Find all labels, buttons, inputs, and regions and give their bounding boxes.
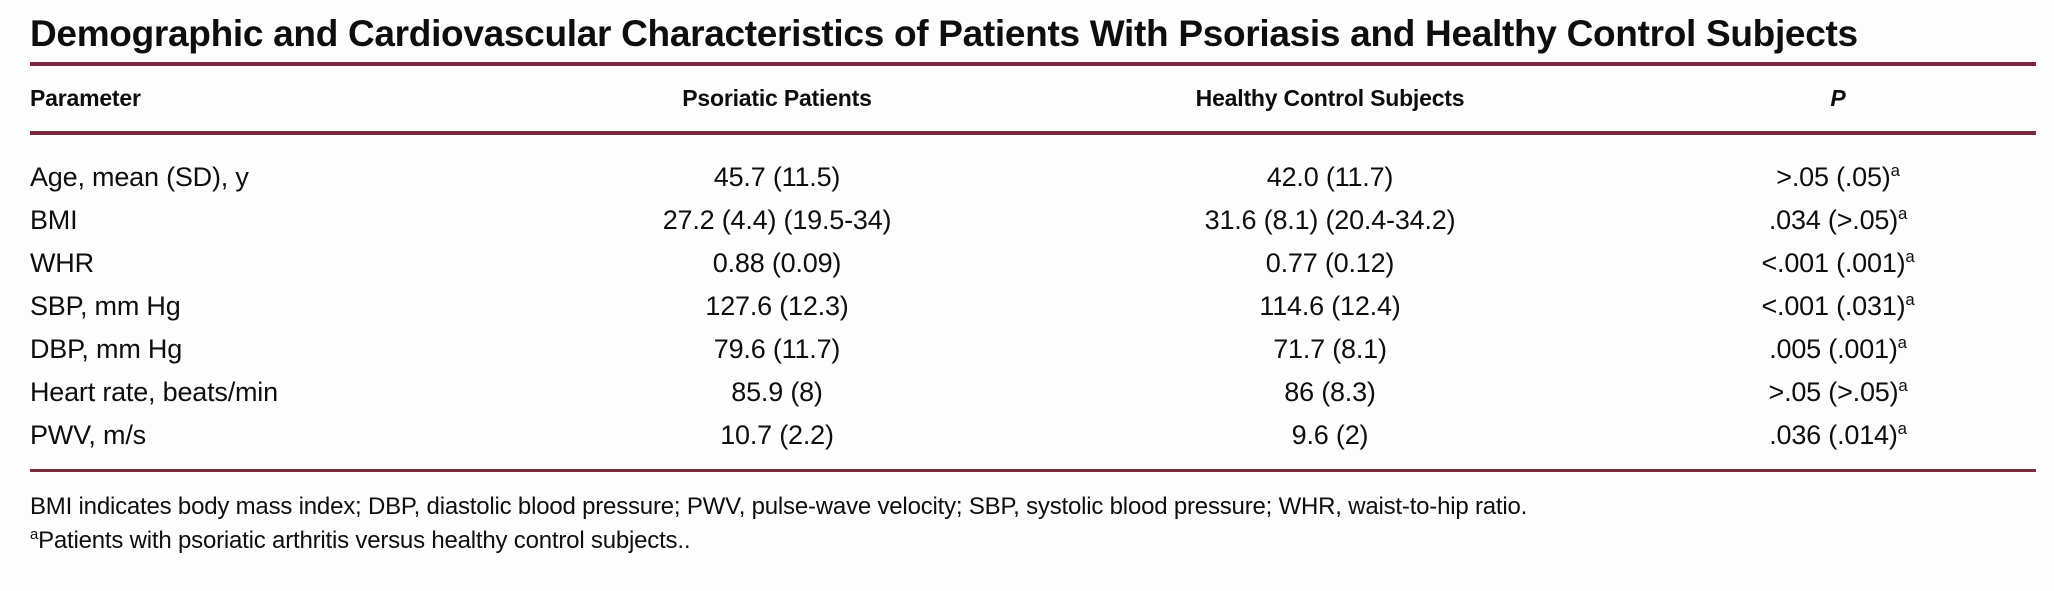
cell-psoriatic: 127.6 (12.3) xyxy=(705,291,849,321)
column-header-healthy-control-subjects: Healthy Control Subjects xyxy=(1020,62,1640,135)
table-row: Heart rate, beats/min 85.9 (8) 86 (8.3) … xyxy=(30,371,2036,414)
cell-parameter: WHR xyxy=(30,248,94,278)
cell-p-value: >.05 (.05)a xyxy=(1640,133,2036,199)
cell-parameter: BMI xyxy=(30,205,78,235)
cell-psoriatic: 45.7 (11.5) xyxy=(713,162,841,192)
table-row: Age, mean (SD), y 45.7 (11.5) 42.0 (11.7… xyxy=(30,133,2036,199)
p-value-text: .034 (>.05) xyxy=(1768,205,1899,235)
footnote-marker: a xyxy=(1890,161,1900,180)
footnote-marker: a xyxy=(1898,204,1908,223)
cell-psoriatic: 27.2 (4.4) (19.5-34) xyxy=(662,205,892,235)
p-value-text: <.001 (.001) xyxy=(1761,248,1906,278)
statistical-note: aPatients with psoriatic arthritis versu… xyxy=(30,524,2036,558)
table-body: Age, mean (SD), y 45.7 (11.5) 42.0 (11.7… xyxy=(30,133,2036,472)
table-row: SBP, mm Hg 127.6 (12.3) 114.6 (12.4) <.0… xyxy=(30,285,2036,328)
cell-parameter: Age, mean (SD), y xyxy=(30,162,249,192)
p-value-text: >.05 (>.05) xyxy=(1768,377,1899,407)
p-value-text: .005 (.001) xyxy=(1769,334,1898,364)
cell-parameter: PWV, m/s xyxy=(30,414,534,472)
table-title: Demographic and Cardiovascular Character… xyxy=(30,13,1858,54)
table-footnotes: BMI indicates body mass index; DBP, dias… xyxy=(30,490,2036,558)
table-row: DBP, mm Hg 79.6 (11.7) 71.7 (8.1) .005 (… xyxy=(30,328,2036,371)
cell-p-value: .005 (.001)a xyxy=(1640,328,2036,371)
table-row: BMI 27.2 (4.4) (19.5-34) 31.6 (8.1) (20.… xyxy=(30,199,2036,242)
table-row: PWV, m/s 10.7 (2.2) 9.6 (2) .036 (.014)a xyxy=(30,414,2036,472)
footnote-marker: a xyxy=(1897,419,1907,438)
cell-control: 114.6 (12.4) xyxy=(1259,291,1401,321)
table-row: WHR 0.88 (0.09) 0.77 (0.12) <.001 (.001)… xyxy=(30,242,2036,285)
column-header-p-value: P xyxy=(1640,62,2036,135)
table-header: Parameter Psoriatic Patients Healthy Con… xyxy=(30,62,2036,135)
cell-p-value: .036 (.014)a xyxy=(1640,414,2036,472)
column-header-psoriatic-patients: Psoriatic Patients xyxy=(534,62,1020,135)
p-value-text: >.05 (.05) xyxy=(1776,162,1891,192)
cell-p-value: <.001 (.031)a xyxy=(1640,285,2036,328)
cell-p-value: <.001 (.001)a xyxy=(1640,242,2036,285)
cell-control: 31.6 (8.1) (20.4-34.2) xyxy=(1204,205,1456,235)
cell-control: 42.0 (11.7) xyxy=(1266,162,1394,192)
cell-control: 86 (8.3) xyxy=(1284,377,1376,407)
footnote-marker: a xyxy=(30,527,39,543)
cell-psoriatic: 85.9 (8) xyxy=(731,377,823,407)
cell-psoriatic: 79.6 (11.7) xyxy=(713,334,841,364)
p-value-text: .036 (.014) xyxy=(1769,420,1898,450)
p-value-text: <.001 (.031) xyxy=(1761,291,1906,321)
cell-control: 9.6 (2) xyxy=(1020,414,1640,472)
statistical-note-text: Patients with psoriatic arthritis versus… xyxy=(38,527,691,554)
header-row: Parameter Psoriatic Patients Healthy Con… xyxy=(30,62,2036,135)
footnote-marker: a xyxy=(1905,290,1915,309)
cell-control: 71.7 (8.1) xyxy=(1273,334,1387,364)
abbreviations-note: BMI indicates body mass index; DBP, dias… xyxy=(30,493,1528,520)
cell-parameter: Heart rate, beats/min xyxy=(30,377,278,407)
footnote-marker: a xyxy=(1898,376,1908,395)
footnote-marker: a xyxy=(1905,247,1915,266)
cell-p-value: .034 (>.05)a xyxy=(1640,199,2036,242)
cell-psoriatic: 10.7 (2.2) xyxy=(534,414,1020,472)
column-header-parameter: Parameter xyxy=(30,62,534,135)
cell-parameter: SBP, mm Hg xyxy=(30,291,181,321)
characteristics-table: Parameter Psoriatic Patients Healthy Con… xyxy=(30,62,2036,472)
cell-control: 0.77 (0.12) xyxy=(1265,248,1395,278)
cell-p-value: >.05 (>.05)a xyxy=(1640,371,2036,414)
cell-parameter: DBP, mm Hg xyxy=(30,334,183,364)
cell-psoriatic: 0.88 (0.09) xyxy=(712,248,842,278)
table-container: Demographic and Cardiovascular Character… xyxy=(30,0,2036,558)
footnote-marker: a xyxy=(1897,333,1907,352)
